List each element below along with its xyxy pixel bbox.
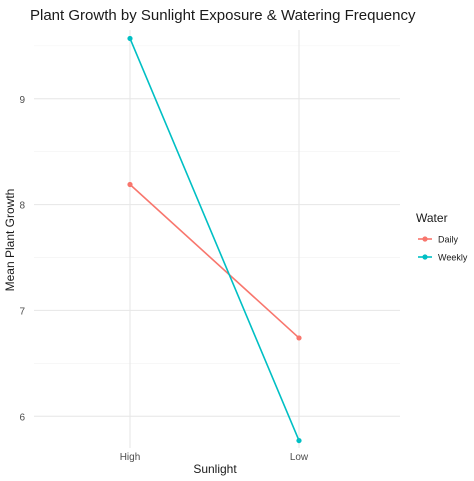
legend: Water Daily Weekly [416, 211, 468, 263]
data-point-weekly [296, 437, 302, 444]
y-tick-label: 7 [19, 306, 25, 317]
legend-items: Daily Weekly [418, 235, 468, 263]
data-point-daily [296, 335, 302, 341]
x-tick-label: Low [290, 452, 309, 463]
x-axis-label: Sunlight [193, 462, 237, 476]
series-line-weekly [129, 38, 300, 441]
legend-key-point [422, 236, 428, 242]
y-tick-label: 8 [19, 201, 25, 212]
chart-title: Plant Growth by Sunlight Exposure & Wate… [30, 7, 416, 24]
axis-layer: 6 7 8 9 High Low [19, 95, 309, 463]
y-axis-label: Mean Plant Growth [3, 189, 17, 292]
legend-title: Water [416, 211, 448, 225]
data-point-daily [127, 181, 133, 188]
series-layer [127, 35, 302, 444]
legend-key-point [422, 254, 428, 260]
legend-label: Weekly [438, 253, 468, 263]
series-line-daily [129, 183, 300, 339]
grid-layer [34, 30, 400, 448]
x-tick-label: High [120, 452, 141, 463]
legend-label: Daily [438, 235, 459, 245]
y-tick-label: 6 [19, 412, 25, 423]
data-point-weekly [127, 35, 133, 42]
y-tick-label: 9 [19, 95, 25, 106]
